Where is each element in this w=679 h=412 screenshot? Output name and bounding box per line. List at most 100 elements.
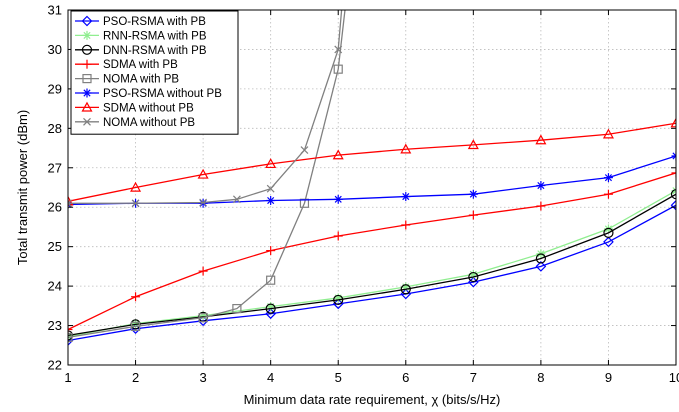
legend-entry: PSO-RSMA without PB xyxy=(75,88,222,100)
legend-marker xyxy=(82,88,92,98)
data-point xyxy=(671,151,676,161)
series-7 xyxy=(68,10,343,208)
data-point xyxy=(130,181,142,192)
axis-ticks: 1234567891022232425262728293031 xyxy=(48,3,679,386)
legend-marker xyxy=(81,15,93,27)
data-point xyxy=(131,199,140,208)
data-point xyxy=(232,195,241,204)
legend-entry: SDMA with PB xyxy=(75,59,178,71)
data-point xyxy=(603,173,613,183)
x-tick-label: 2 xyxy=(132,370,139,385)
legend-label: NOMA without PB xyxy=(103,117,195,129)
data-point xyxy=(333,294,344,306)
plot-frame xyxy=(67,9,677,366)
series-line xyxy=(68,155,676,206)
legend-box xyxy=(70,10,239,135)
legend-label: SDMA without PB xyxy=(103,102,194,114)
data-point xyxy=(536,201,546,211)
data-point xyxy=(68,199,72,208)
data-point xyxy=(199,198,208,207)
legend-marker xyxy=(82,59,92,69)
data-point xyxy=(266,196,276,206)
legend-marker xyxy=(82,73,92,84)
x-tick-label: 1 xyxy=(64,370,71,385)
series-line xyxy=(68,193,676,337)
y-tick-label: 30 xyxy=(48,42,62,57)
legend-entry: SDMA without PB xyxy=(75,101,194,114)
y-tick-label: 24 xyxy=(48,279,62,294)
series-6 xyxy=(68,117,676,206)
legend-label: PSO-RSMA with PB xyxy=(103,16,206,28)
legend-marker xyxy=(81,44,93,55)
legend-entry: PSO-RSMA with PB xyxy=(75,15,206,28)
data-point xyxy=(603,189,613,199)
series-1 xyxy=(68,186,676,342)
data-point xyxy=(197,315,209,327)
data-point xyxy=(401,220,411,230)
data-point xyxy=(536,181,546,191)
data-point xyxy=(535,253,546,264)
data-point xyxy=(334,45,343,54)
data-point xyxy=(467,139,479,150)
x-tick-label: 6 xyxy=(402,370,409,385)
legend-label: SDMA with PB xyxy=(103,59,178,71)
data-point xyxy=(670,117,676,128)
data-point xyxy=(400,143,412,154)
data-point xyxy=(266,246,276,256)
series-3 xyxy=(68,168,676,334)
legend: PSO-RSMA with PB RNN-RSMA with PB DNN-RSMA… xyxy=(70,10,239,135)
data-point xyxy=(602,128,614,139)
data-point xyxy=(265,303,276,314)
y-tick-label: 28 xyxy=(48,121,62,136)
y-tick-label: 26 xyxy=(48,200,62,215)
data-point xyxy=(401,192,411,202)
data-point xyxy=(603,227,614,238)
legend-marker xyxy=(83,117,91,126)
series-line xyxy=(68,122,676,202)
y-tick-label: 23 xyxy=(48,318,62,333)
data-point xyxy=(468,189,478,199)
y-tick-label: 27 xyxy=(48,160,62,175)
x-tick-label: 5 xyxy=(335,370,342,385)
data-point xyxy=(332,149,344,160)
data-point xyxy=(670,189,676,200)
x-tick-label: 9 xyxy=(605,370,612,385)
data-point xyxy=(400,284,411,295)
x-tick-label: 7 xyxy=(470,370,477,385)
data-point xyxy=(68,332,73,342)
legend-entry: NOMA with PB xyxy=(75,74,179,86)
data-point xyxy=(300,146,309,154)
data-point xyxy=(468,210,478,220)
data-point xyxy=(333,194,343,204)
legend-entry: DNN-RSMA with PB xyxy=(75,44,207,57)
legend-entry: NOMA without PB xyxy=(75,117,195,129)
series-layer xyxy=(68,10,676,346)
data-point xyxy=(333,64,343,74)
series-line xyxy=(68,204,676,342)
x-axis-label: Minimum data rate requirement, χ (bits/s… xyxy=(244,392,501,407)
data-point xyxy=(671,168,676,178)
legend-label: PSO-RSMA without PB xyxy=(103,88,222,100)
legend-label: RNN-RSMA with PB xyxy=(103,30,207,42)
data-point xyxy=(198,266,208,276)
x-tick-label: 10 xyxy=(669,370,679,385)
series-5 xyxy=(68,151,676,209)
y-tick-label: 22 xyxy=(48,358,62,373)
y-axis-label: Total transmit power (dBm) xyxy=(15,110,30,265)
data-point xyxy=(265,158,277,169)
x-tick-label: 8 xyxy=(537,370,544,385)
data-point xyxy=(130,321,141,331)
series-line xyxy=(68,190,676,338)
legend-marker xyxy=(81,101,93,112)
legend-marker xyxy=(82,30,92,40)
data-point xyxy=(535,134,547,145)
legend-label: NOMA with PB xyxy=(103,74,179,86)
data-point xyxy=(670,199,676,211)
data-point xyxy=(232,303,242,314)
series-line xyxy=(68,10,343,204)
data-point xyxy=(333,293,343,303)
data-point xyxy=(197,168,209,179)
x-tick-label: 3 xyxy=(199,370,206,385)
data-point xyxy=(266,275,276,285)
